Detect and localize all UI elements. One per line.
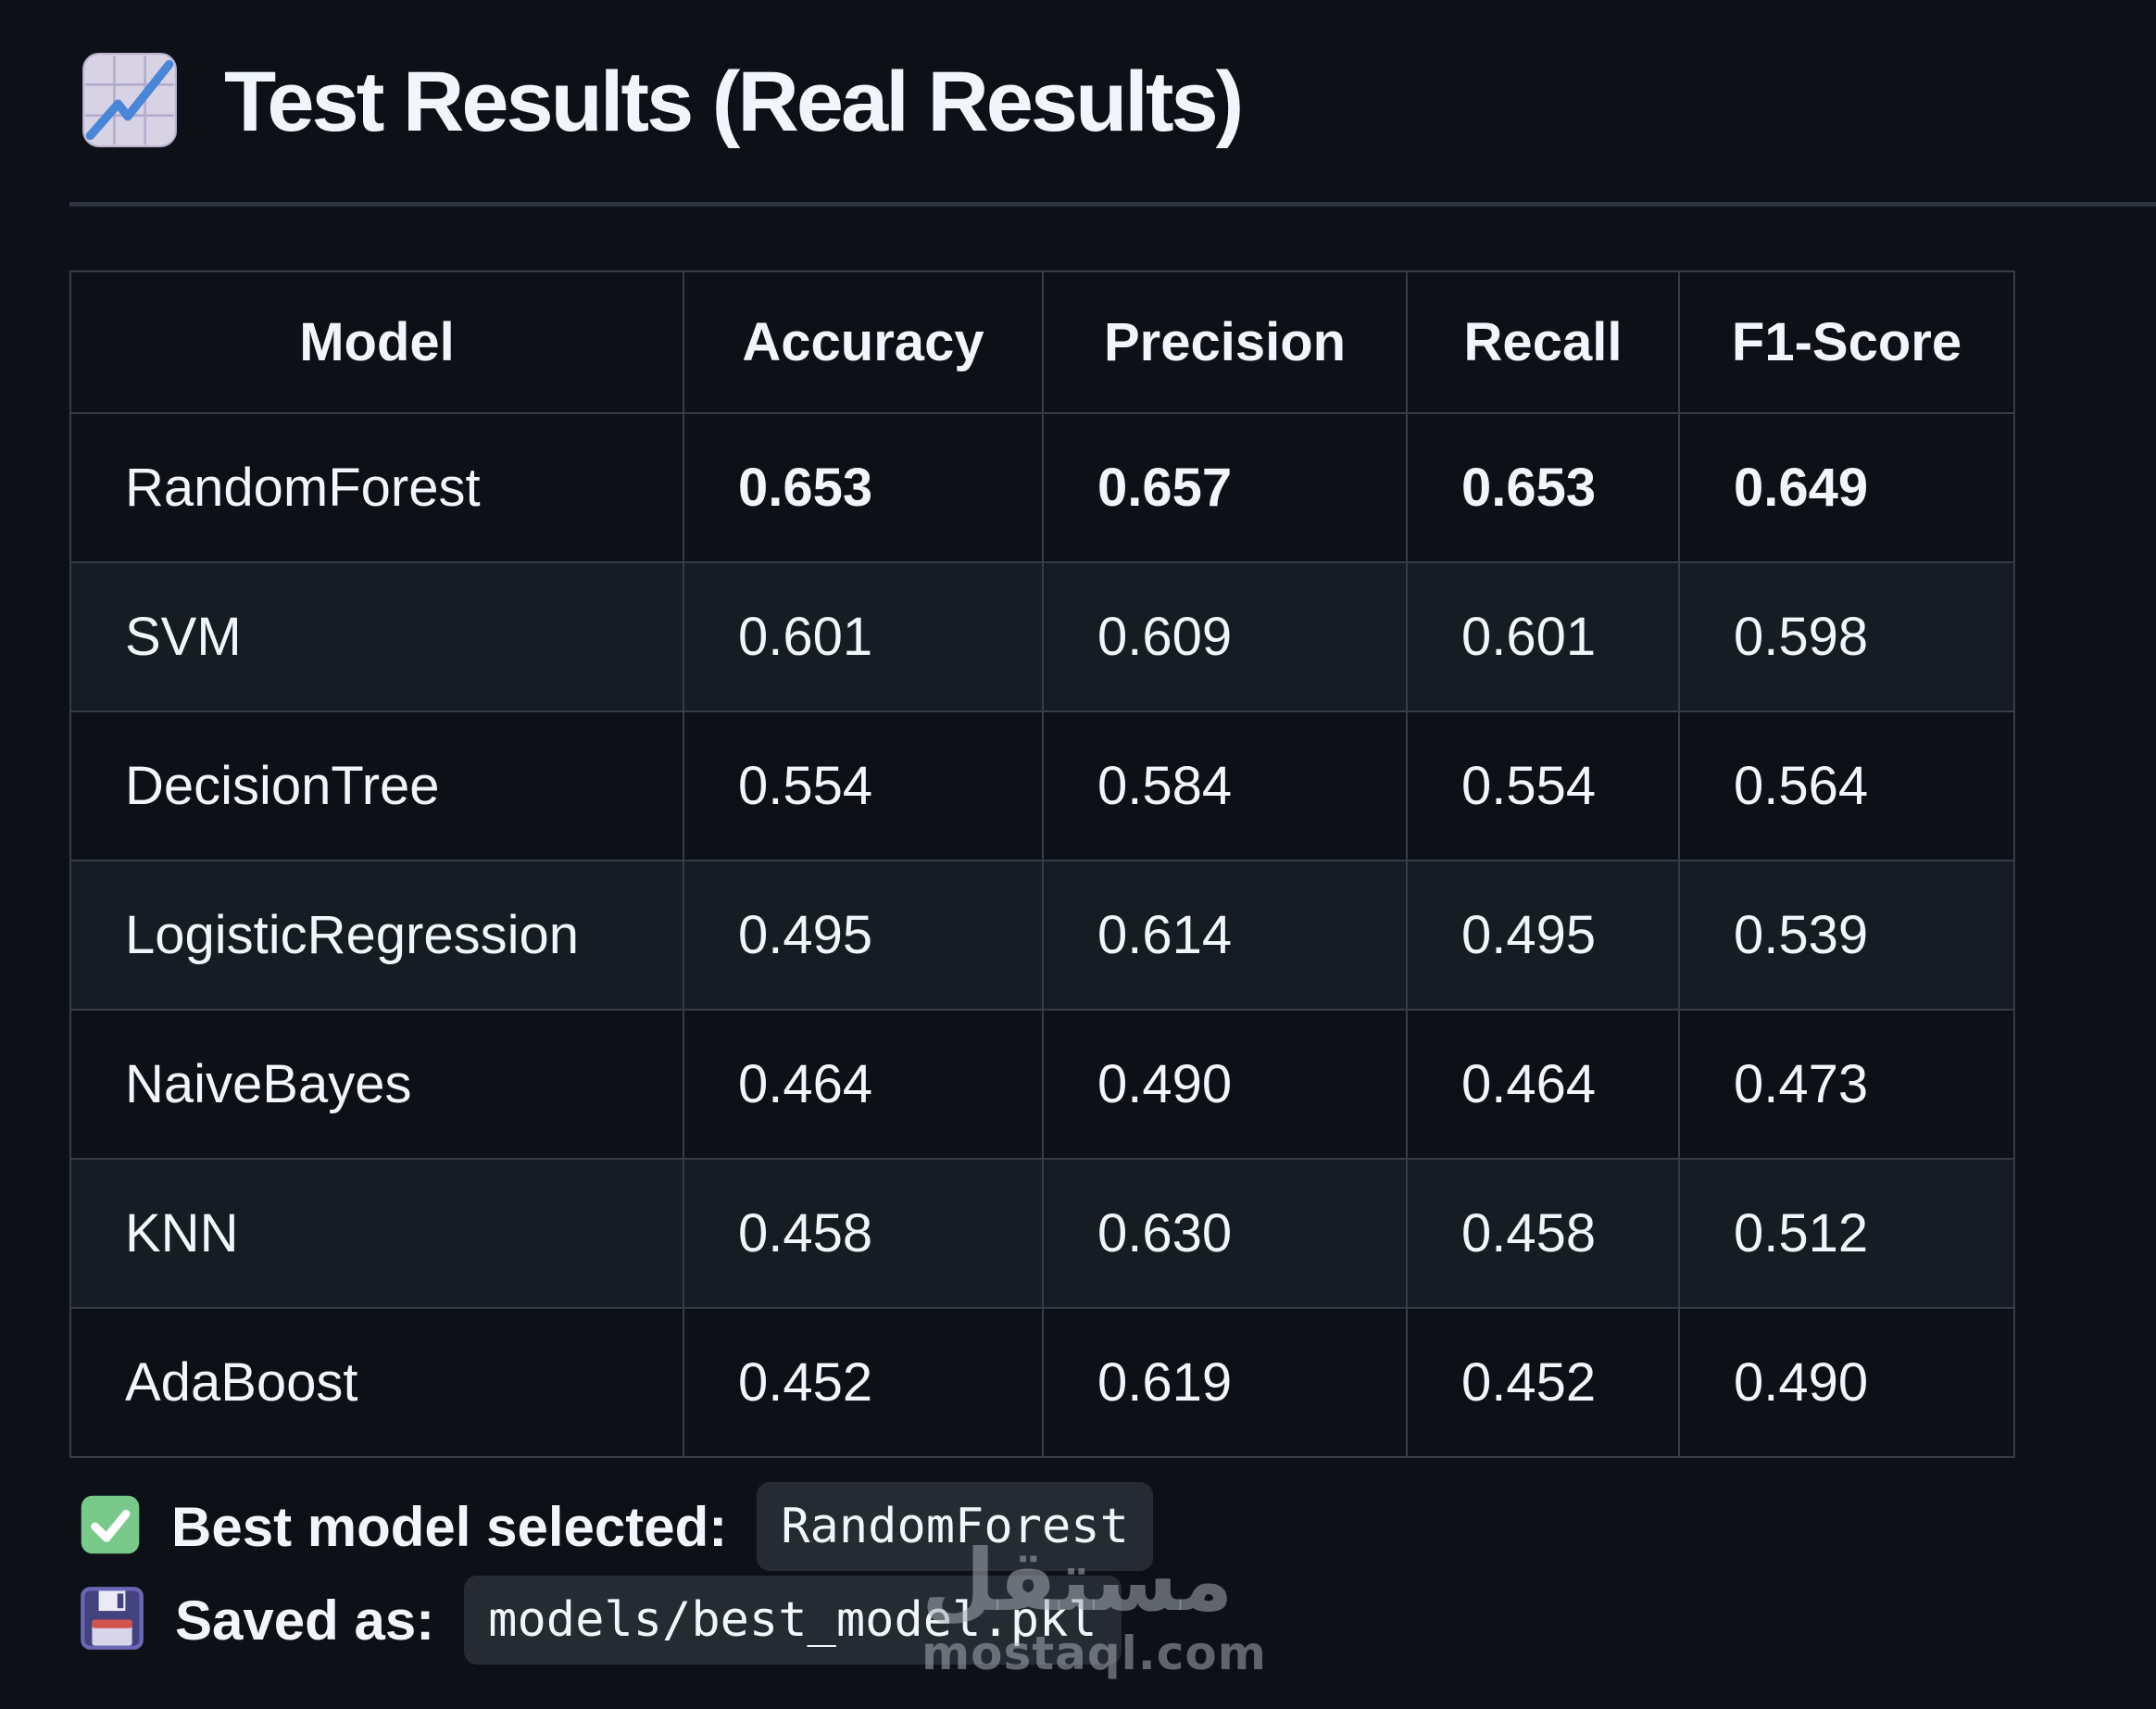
saved-as-label: Saved as: — [175, 1589, 435, 1652]
column-header-recall: Recall — [1406, 270, 1680, 414]
model-name-cell: NaiveBayes — [69, 1009, 684, 1160]
metric-value-cell: 0.601 — [683, 561, 1044, 712]
table-row: KNN 0.458 0.630 0.458 0.512 — [69, 1158, 2015, 1309]
metric-value-cell: 0.495 — [683, 860, 1044, 1011]
results-table: Model Accuracy Precision Recall F1-Score Ran… — [69, 270, 2015, 1458]
table-header-row: Model Accuracy Precision Recall F1-Score — [69, 270, 2015, 414]
metric-value-cell: 0.512 — [1678, 1158, 2015, 1309]
model-name-cell: DecisionTree — [69, 710, 684, 861]
column-header-precision: Precision — [1042, 270, 1408, 414]
table-row: AdaBoost 0.452 0.619 0.452 0.490 — [69, 1307, 2015, 1458]
model-name-cell: SVM — [69, 561, 684, 712]
metric-value-cell: 0.614 — [1042, 860, 1408, 1011]
table-row: RandomForest 0.653 0.657 0.653 0.649 — [69, 412, 2015, 563]
metric-value-cell: 0.464 — [1406, 1009, 1680, 1160]
page-title: Test Results (Real Results) — [224, 55, 1244, 149]
metric-value-cell: 0.554 — [683, 710, 1044, 861]
chart-increasing-icon — [81, 52, 178, 153]
horizontal-rule — [69, 202, 2156, 207]
model-name-cell: AdaBoost — [69, 1307, 684, 1458]
metric-value-cell: 0.452 — [1406, 1307, 1680, 1458]
metric-value-cell: 0.657 — [1042, 412, 1408, 563]
metric-value-cell: 0.601 — [1406, 561, 1680, 712]
metric-value-cell: 0.458 — [1406, 1158, 1680, 1309]
metric-value-cell: 0.464 — [683, 1009, 1044, 1160]
best-model-chip: RandomForest — [757, 1482, 1153, 1571]
model-name-cell: KNN — [69, 1158, 684, 1309]
metric-value-cell: 0.619 — [1042, 1307, 1408, 1458]
best-model-label: Best model selected: — [171, 1495, 728, 1558]
metric-value-cell: 0.653 — [1406, 412, 1680, 563]
metric-value-cell: 0.495 — [1406, 860, 1680, 1011]
table-row: NaiveBayes 0.464 0.490 0.464 0.473 — [69, 1009, 2015, 1160]
table-row: SVM 0.601 0.609 0.601 0.598 — [69, 561, 2015, 712]
floppy-disk-icon — [79, 1585, 145, 1656]
check-mark-icon — [79, 1493, 142, 1561]
page-header: Test Results (Real Results) — [81, 52, 1244, 153]
best-model-line: Best model selected: RandomForest — [79, 1482, 1153, 1571]
metric-value-cell: 0.630 — [1042, 1158, 1408, 1309]
saved-as-line: Saved as: models/best_model.pkl — [79, 1576, 1122, 1665]
column-header-accuracy: Accuracy — [683, 270, 1044, 414]
metric-value-cell: 0.490 — [1042, 1009, 1408, 1160]
metric-value-cell: 0.598 — [1678, 561, 2015, 712]
metric-value-cell: 0.564 — [1678, 710, 2015, 861]
column-header-f1-score: F1-Score — [1678, 270, 2015, 414]
model-name-cell: RandomForest — [69, 412, 684, 563]
metric-value-cell: 0.609 — [1042, 561, 1408, 712]
metric-value-cell: 0.490 — [1678, 1307, 2015, 1458]
metric-value-cell: 0.452 — [683, 1307, 1044, 1458]
saved-as-chip: models/best_model.pkl — [464, 1576, 1122, 1665]
metric-value-cell: 0.539 — [1678, 860, 2015, 1011]
metric-value-cell: 0.554 — [1406, 710, 1680, 861]
model-name-cell: LogisticRegression — [69, 860, 684, 1011]
metric-value-cell: 0.458 — [683, 1158, 1044, 1309]
table-row: LogisticRegression 0.495 0.614 0.495 0.539 — [69, 860, 2015, 1011]
table-row: DecisionTree 0.554 0.584 0.554 0.564 — [69, 710, 2015, 861]
metric-value-cell: 0.584 — [1042, 710, 1408, 861]
column-header-model: Model — [69, 270, 684, 414]
metric-value-cell: 0.649 — [1678, 412, 2015, 563]
metric-value-cell: 0.653 — [683, 412, 1044, 563]
metric-value-cell: 0.473 — [1678, 1009, 2015, 1160]
